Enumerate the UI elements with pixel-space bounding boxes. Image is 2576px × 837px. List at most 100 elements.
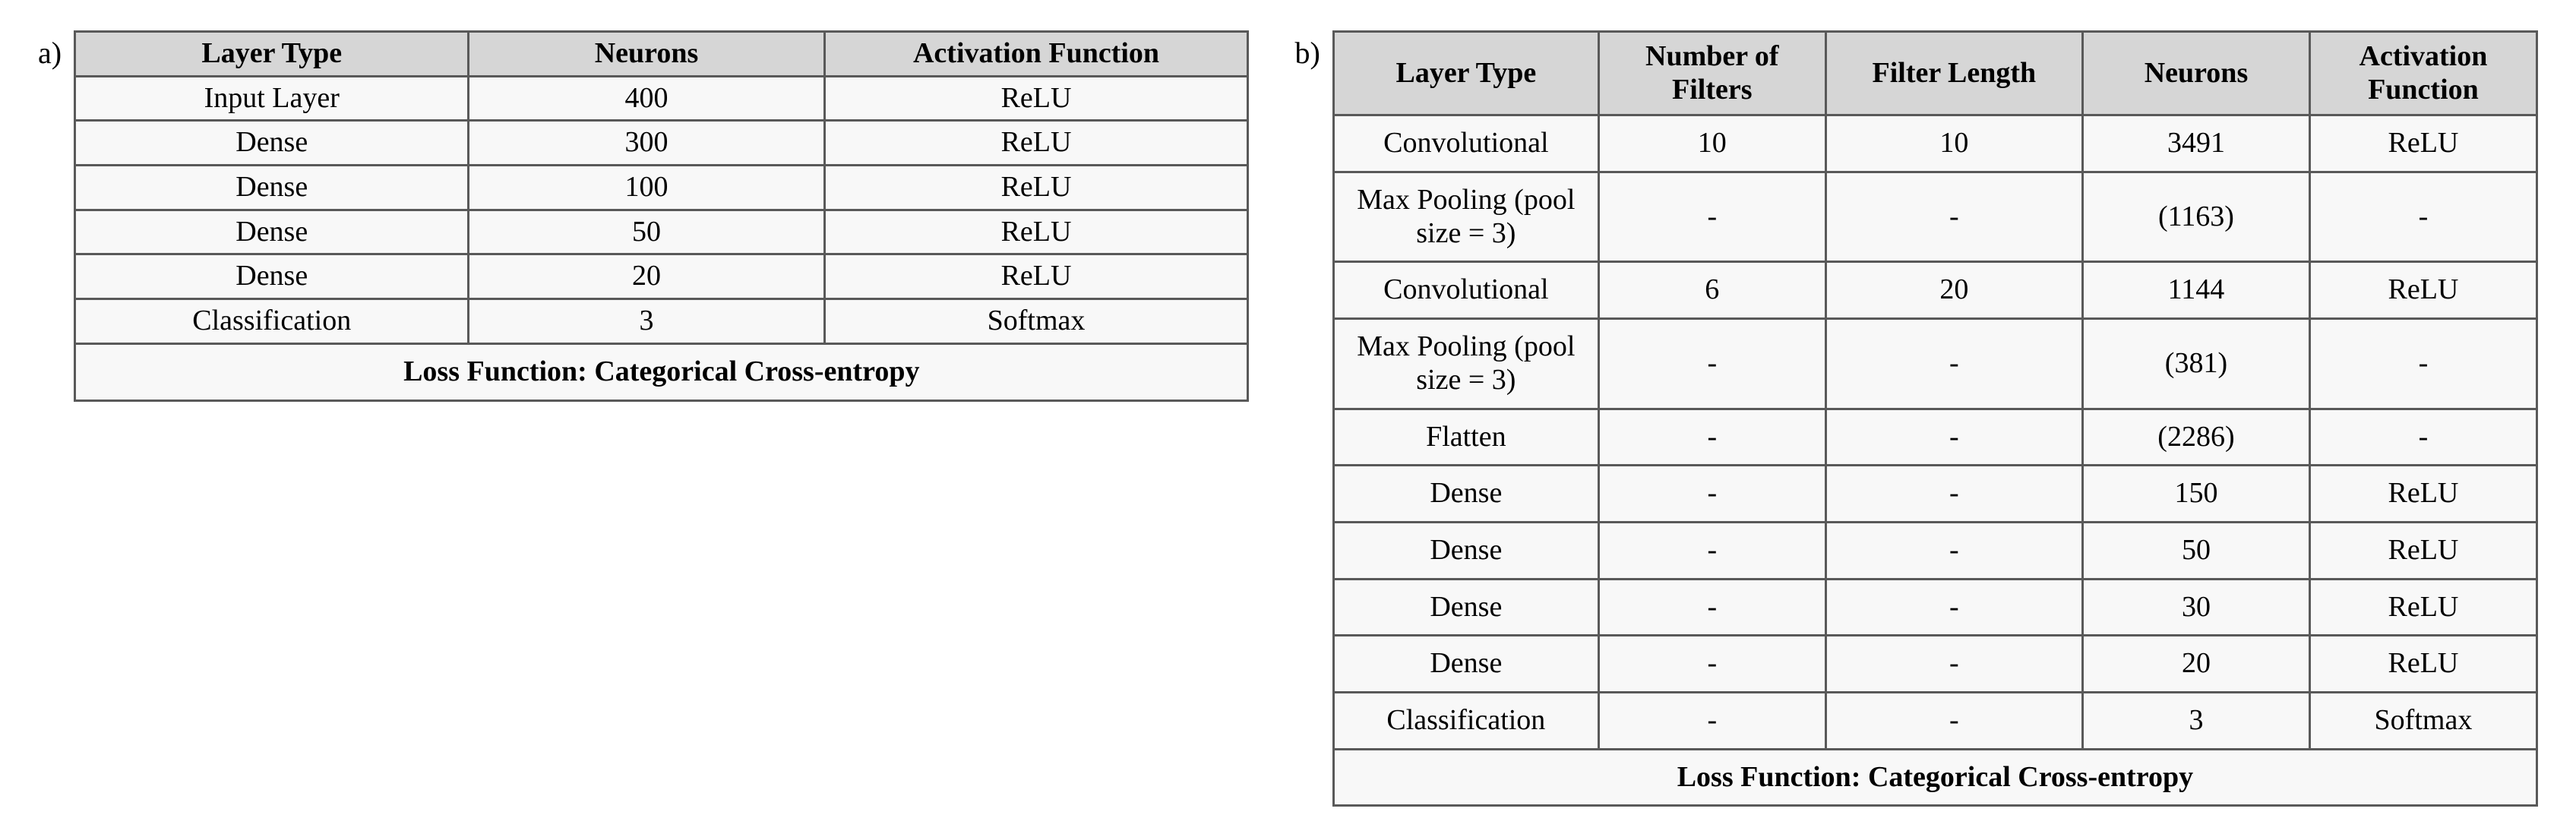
cell: Convolutional [1333,262,1598,319]
cell: - [1598,692,1825,749]
cell: 30 [2083,579,2310,636]
page: a) Layer Type Neurons Activation Functio… [0,0,2576,837]
table-a-header-row: Layer Type Neurons Activation Function [75,32,1248,77]
cell: Dense [1333,579,1598,636]
cell: 400 [469,76,824,121]
panel-a: a) Layer Type Neurons Activation Functio… [38,30,1249,402]
table-b-col-header: Layer Type [1333,32,1598,115]
cell: - [1825,636,2082,693]
cell: - [2309,409,2536,466]
cell: ReLU [2309,579,2536,636]
cell: - [1825,579,2082,636]
cell: ReLU [824,166,1248,210]
table-row: Convolutional 6 20 1144 ReLU [1333,262,2536,319]
cell: Dense [75,166,469,210]
cell: ReLU [824,76,1248,121]
cell: ReLU [824,254,1248,299]
table-b-col-header: Neurons [2083,32,2310,115]
cell: 150 [2083,466,2310,523]
cell: 10 [1825,115,2082,172]
cell: - [1825,172,2082,262]
table-a-col-header: Neurons [469,32,824,77]
cell: ReLU [2309,466,2536,523]
cell: Max Pooling (pool size = 3) [1333,172,1598,262]
table-a-col-header: Layer Type [75,32,469,77]
cell: - [1598,579,1825,636]
cell: - [1598,409,1825,466]
cell: - [1825,466,2082,523]
cell: - [1598,522,1825,579]
table-row: Convolutional 10 10 3491 ReLU [1333,115,2536,172]
table-row: Dense - - 50 ReLU [1333,522,2536,579]
cell: Dense [75,254,469,299]
cell: Convolutional [1333,115,1598,172]
cell: - [1825,692,2082,749]
cell: 20 [469,254,824,299]
cell: - [2309,172,2536,262]
cell: Flatten [1333,409,1598,466]
cell: Dense [1333,636,1598,693]
cell: - [1598,636,1825,693]
table-row: Input Layer 400 ReLU [75,76,1248,121]
table-b-header-row: Layer Type Number of Filters Filter Leng… [1333,32,2536,115]
cell: (2286) [2083,409,2310,466]
panel-b-label: b) [1294,30,1320,71]
cell: ReLU [824,210,1248,254]
cell: - [1598,466,1825,523]
cell: Dense [75,121,469,166]
cell: Dense [1333,466,1598,523]
table-a: Layer Type Neurons Activation Function I… [74,30,1249,402]
cell: Input Layer [75,76,469,121]
cell: 300 [469,121,824,166]
cell: Dense [75,210,469,254]
cell: 3 [2083,692,2310,749]
cell: - [1825,319,2082,409]
table-row: Dense 20 ReLU [75,254,1248,299]
cell: Softmax [824,299,1248,344]
cell: 6 [1598,262,1825,319]
cell: 10 [1598,115,1825,172]
table-b-col-header: Filter Length [1825,32,2082,115]
cell: ReLU [2309,636,2536,693]
table-row: Max Pooling (pool size = 3) - - (381) - [1333,319,2536,409]
cell: ReLU [2309,262,2536,319]
cell: - [1598,319,1825,409]
table-row: Flatten - - (2286) - [1333,409,2536,466]
cell: 1144 [2083,262,2310,319]
cell: ReLU [2309,522,2536,579]
cell: (1163) [2083,172,2310,262]
cell: - [1825,409,2082,466]
cell: 3491 [2083,115,2310,172]
table-row: Classification 3 Softmax [75,299,1248,344]
table-row: Dense 100 ReLU [75,166,1248,210]
cell: Softmax [2309,692,2536,749]
cell: 20 [1825,262,2082,319]
cell: 50 [2083,522,2310,579]
cell: 3 [469,299,824,344]
table-a-footer-row: Loss Function: Categorical Cross-entropy [75,343,1248,400]
cell: Classification [1333,692,1598,749]
cell: Classification [75,299,469,344]
table-row: Dense - - 20 ReLU [1333,636,2536,693]
table-b: Layer Type Number of Filters Filter Leng… [1332,30,2538,807]
cell: - [2309,319,2536,409]
table-b-col-header: Number of Filters [1598,32,1825,115]
table-a-footer: Loss Function: Categorical Cross-entropy [75,343,1248,400]
table-a-col-header: Activation Function [824,32,1248,77]
panel-b: b) Layer Type Number of Filters Filter L… [1294,30,2538,807]
table-row: Max Pooling (pool size = 3) - - (1163) - [1333,172,2536,262]
cell: 100 [469,166,824,210]
table-row: Dense 300 ReLU [75,121,1248,166]
cell: Max Pooling (pool size = 3) [1333,319,1598,409]
cell: 50 [469,210,824,254]
table-b-col-header: Activation Function [2309,32,2536,115]
table-row: Dense - - 30 ReLU [1333,579,2536,636]
panel-a-label: a) [38,30,62,71]
cell: Dense [1333,522,1598,579]
table-b-footer: Loss Function: Categorical Cross-entropy [1333,749,2536,806]
cell: ReLU [2309,115,2536,172]
table-row: Classification - - 3 Softmax [1333,692,2536,749]
cell: ReLU [824,121,1248,166]
table-row: Dense - - 150 ReLU [1333,466,2536,523]
cell: 20 [2083,636,2310,693]
